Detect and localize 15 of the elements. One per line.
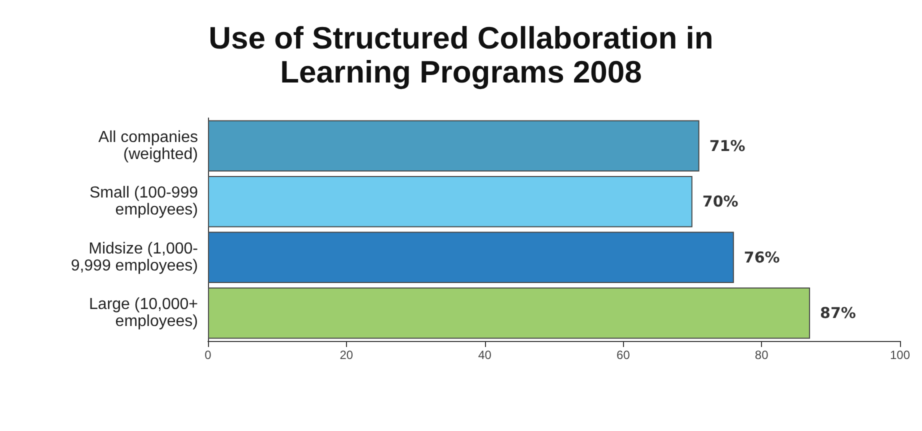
x-tick-label: 100: [890, 348, 910, 362]
y-tick-label: Small (100-999 employees): [90, 184, 198, 219]
x-tick-label: 80: [754, 348, 769, 362]
data-label: 70%: [702, 192, 738, 211]
x-tick-label: 40: [478, 348, 492, 362]
data-label: 87%: [820, 304, 856, 322]
y-tick-label: Large (10,000+ employees): [89, 296, 198, 330]
chart-title: Use of Structured Collaboration in Learning Programs 2008: [208, 20, 714, 90]
data-label: 71%: [709, 136, 746, 155]
x-tick-label: 60: [616, 348, 630, 362]
x-tick-label: 0: [204, 348, 212, 362]
y-tick-label: Midsize (1,000- 9,999 employees): [70, 240, 198, 274]
x-tick-label: 20: [340, 348, 354, 362]
data-label: 76%: [744, 248, 780, 266]
y-tick-label: All companies (weighted): [98, 128, 198, 163]
